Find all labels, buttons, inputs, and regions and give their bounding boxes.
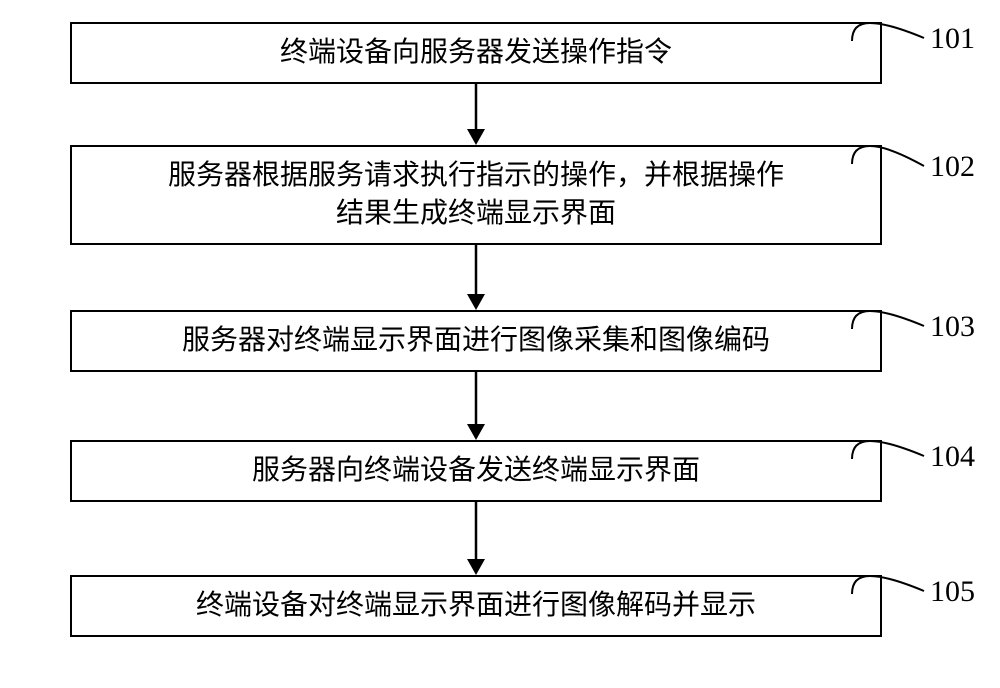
flow-step-label: 103 <box>930 310 975 344</box>
flow-node-text: 服务器根据服务请求执行指示的操作，并根据操作 结果生成终端显示界面 <box>168 157 784 233</box>
flow-step-label: 101 <box>930 22 975 56</box>
flow-node-n3: 服务器对终端显示界面进行图像采集和图像编码 <box>70 310 882 372</box>
flowchart-canvas: 终端设备向服务器发送操作指令 101 服务器根据服务请求执行指示的操作，并根据操作 … <box>0 0 1000 688</box>
flow-node-text: 服务器向终端设备发送终端显示界面 <box>252 452 700 490</box>
flow-node-n4: 服务器向终端设备发送终端显示界面 <box>70 440 882 502</box>
flow-node-text: 服务器对终端显示界面进行图像采集和图像编码 <box>182 322 770 360</box>
flow-arrow <box>456 500 496 577</box>
flow-arrow <box>456 243 496 312</box>
flow-arrow <box>456 370 496 442</box>
flow-node-n2: 服务器根据服务请求执行指示的操作，并根据操作 结果生成终端显示界面 <box>70 145 882 245</box>
flow-step-label: 105 <box>930 575 975 609</box>
flow-step-label: 102 <box>930 150 975 184</box>
flow-node-text: 终端设备向服务器发送操作指令 <box>280 34 672 72</box>
flow-node-text: 终端设备对终端显示界面进行图像解码并显示 <box>196 587 756 625</box>
flow-arrow <box>456 82 496 147</box>
flow-node-n5: 终端设备对终端显示界面进行图像解码并显示 <box>70 575 882 637</box>
flow-node-n1: 终端设备向服务器发送操作指令 <box>70 22 882 84</box>
flow-step-label: 104 <box>930 440 975 474</box>
